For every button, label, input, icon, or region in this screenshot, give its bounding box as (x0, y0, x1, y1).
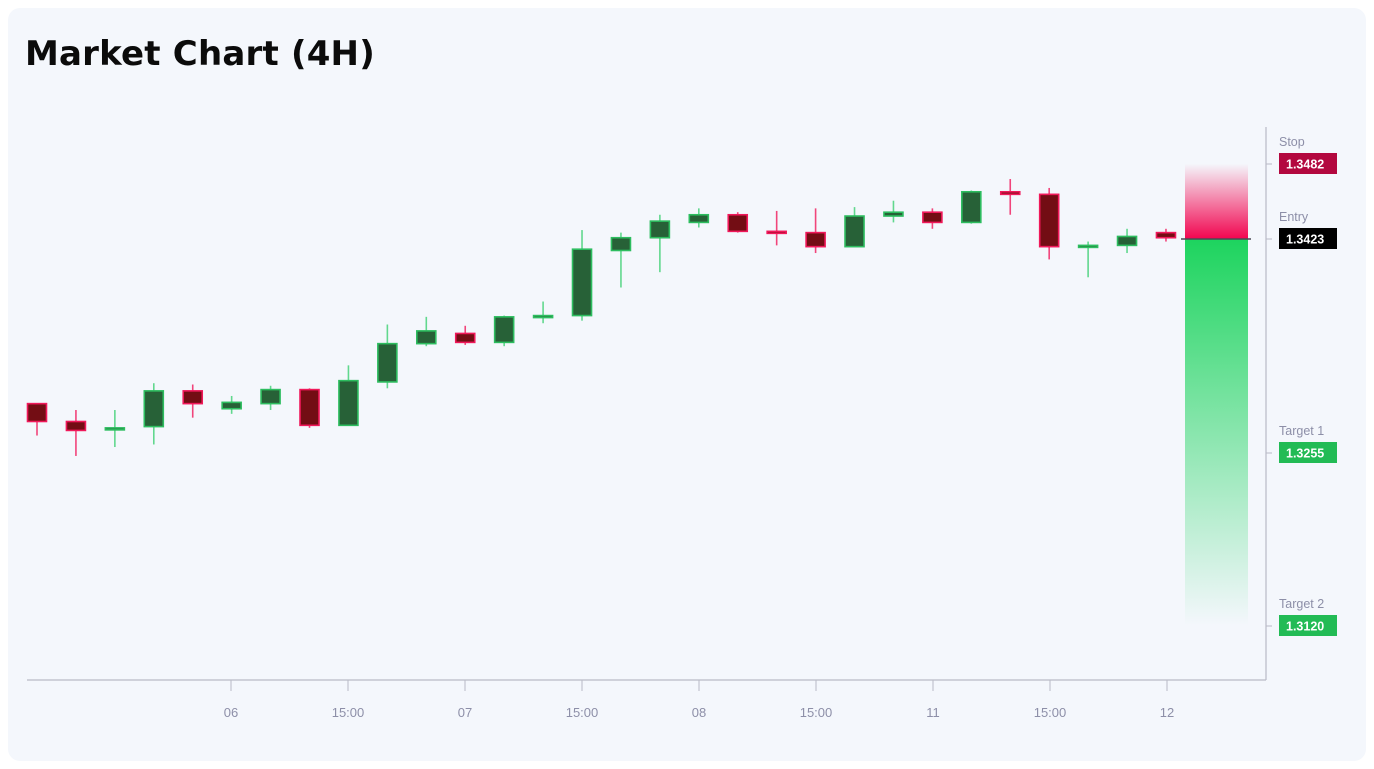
x-tick-label: 15:00 (566, 705, 599, 720)
candle (649, 214, 671, 273)
candle (182, 384, 204, 418)
candle (260, 385, 281, 411)
candle-body (65, 420, 87, 432)
candle (1116, 228, 1138, 254)
candle-body (766, 230, 787, 235)
candle (805, 208, 826, 254)
candle (415, 316, 437, 347)
candle-body (844, 215, 865, 248)
candle (143, 383, 165, 445)
position-zones (1181, 163, 1251, 626)
candle-body (182, 390, 204, 405)
candle-body (104, 427, 126, 431)
level-target-1: Target 1 1.3255 (1266, 424, 1337, 463)
candle-body (493, 316, 515, 344)
candle (1077, 241, 1099, 278)
candle-body (299, 388, 320, 427)
candle-body (922, 211, 943, 224)
candle-body (260, 388, 281, 405)
candle (766, 210, 787, 246)
page-title: Market Chart (4H) (25, 34, 375, 74)
level-entry: Entry 1.3423 (1266, 210, 1337, 249)
level-badge (1279, 153, 1337, 174)
candle (961, 190, 982, 224)
candle-body (649, 220, 671, 239)
candle (999, 179, 1021, 215)
level-name: Target 2 (1279, 597, 1324, 611)
reward-zone (1185, 239, 1248, 626)
candle (454, 325, 476, 345)
candle-body (338, 379, 359, 427)
candle (299, 388, 320, 428)
level-badge (1279, 615, 1337, 636)
candle (1155, 228, 1177, 242)
axes: 06 15:00 07 15:00 08 15:00 11 15:00 12 (27, 127, 1267, 720)
candle (844, 207, 865, 248)
candle-body (1077, 244, 1099, 249)
x-tick-label: 15:00 (1034, 705, 1067, 720)
level-name: Entry (1279, 210, 1309, 224)
candle (727, 212, 749, 233)
level-stop: Stop 1.3482 (1266, 135, 1337, 174)
chart-card (8, 8, 1366, 761)
candle-body (999, 190, 1021, 196)
candle (688, 208, 710, 228)
level-value: 1.3482 (1286, 158, 1324, 172)
candle (571, 230, 593, 321)
candle-body (454, 332, 476, 344)
level-badge (1279, 442, 1337, 463)
candle-body (883, 211, 904, 217)
candle-body (26, 402, 48, 423)
candle (104, 410, 126, 448)
candle-body (1155, 231, 1177, 239)
candle-body (532, 314, 554, 319)
candle (221, 395, 242, 414)
level-value: 1.3255 (1286, 447, 1324, 461)
candle (65, 410, 87, 456)
candle (610, 232, 632, 288)
x-tick-label: 06 (224, 705, 238, 720)
candle (532, 301, 554, 324)
level-value: 1.3423 (1286, 233, 1324, 247)
level-name: Target 1 (1279, 424, 1324, 438)
candle (26, 402, 48, 436)
risk-zone (1185, 163, 1248, 239)
level-value: 1.3120 (1286, 620, 1324, 634)
level-target-2: Target 2 1.3120 (1266, 597, 1337, 636)
candle (883, 200, 904, 223)
x-tick-label: 15:00 (800, 705, 833, 720)
candle-body (688, 213, 710, 224)
candle-body (727, 213, 749, 233)
candle-body (377, 342, 398, 383)
candle (1038, 187, 1060, 260)
candle-body (415, 330, 437, 345)
level-badge (1279, 228, 1337, 249)
candle (377, 324, 398, 389)
x-tick-label: 08 (692, 705, 706, 720)
candle (922, 208, 943, 229)
candle-body (143, 390, 165, 428)
candle-body (1116, 235, 1138, 247)
x-tick-label: 12 (1160, 705, 1174, 720)
x-tick-label: 07 (458, 705, 472, 720)
level-name: Stop (1279, 135, 1305, 149)
candle-body (961, 190, 982, 224)
x-tick-label: 15:00 (332, 705, 365, 720)
candle (338, 365, 359, 427)
candle-body (610, 236, 632, 252)
candle-body (1038, 193, 1060, 248)
candle-body (571, 248, 593, 317)
candle (493, 315, 515, 347)
candles (26, 179, 1177, 456)
x-tick-label: 11 (926, 705, 940, 720)
candle-body (221, 401, 242, 410)
candle-body (805, 231, 826, 248)
